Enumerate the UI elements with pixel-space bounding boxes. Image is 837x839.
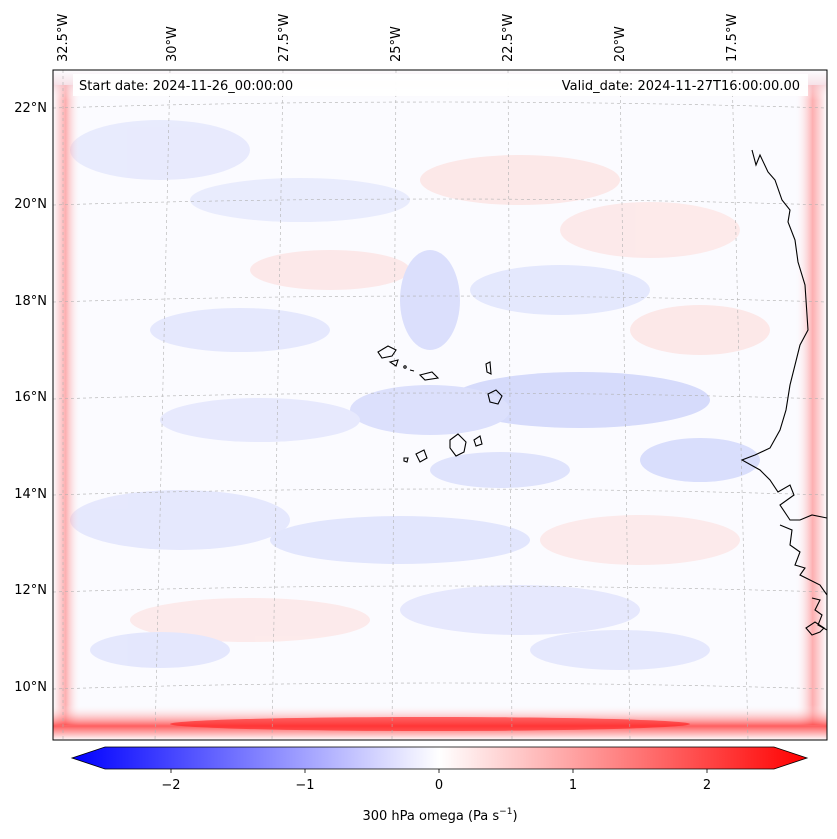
colorbar-tick-label: 2	[703, 778, 711, 793]
lon-label: 25°W	[389, 26, 404, 62]
gridlines	[53, 70, 827, 740]
colorbar-ticks	[170, 769, 708, 773]
lon-label: 30°W	[165, 26, 180, 62]
lat-label: 14°N	[14, 487, 47, 502]
colorbar-tick-label: −1	[295, 778, 314, 793]
west-africa-coast	[740, 149, 827, 521]
colorbar-label: 300 hPa omega (Pa s−1)	[362, 807, 517, 824]
cape-verde-islands	[377, 345, 503, 463]
map-frame	[52, 69, 828, 741]
map-panel	[53, 70, 827, 740]
longitude-labels: 32.5°W 30°W 27.5°W 25°W 22.5°W 20°W 17.5…	[56, 14, 740, 62]
lat-label: 20°N	[14, 197, 47, 212]
lon-label: 27.5°W	[277, 14, 292, 62]
lon-label: 32.5°W	[56, 14, 71, 62]
colorbar-tick-label: 0	[435, 778, 443, 793]
lat-label: 12°N	[14, 583, 47, 598]
colorbar: −2 −1 0 1 2 300 hPa omega (Pa s−1)	[70, 746, 809, 824]
start-date-label: Start date: 2024-11-26_00:00:00	[79, 79, 293, 94]
lat-label: 10°N	[14, 680, 47, 695]
colorbar-tick-label: 1	[569, 778, 577, 793]
lat-label: 18°N	[14, 294, 47, 309]
omega-field	[70, 120, 770, 670]
edge-left	[53, 85, 81, 725]
coastlines	[740, 149, 827, 636]
latitude-labels: 22°N 20°N 18°N 16°N 14°N 12°N 10°N	[14, 101, 47, 695]
valid-date-label: Valid_date: 2024-11-27T16:00:00.00	[562, 79, 800, 94]
edge-right	[795, 85, 827, 725]
lon-label: 17.5°W	[725, 14, 740, 62]
lon-label: 22.5°W	[501, 14, 516, 62]
lat-label: 22°N	[14, 101, 47, 116]
colorbar-tick-label: −2	[161, 778, 180, 793]
lat-label: 16°N	[14, 390, 47, 405]
lon-label: 20°W	[613, 26, 628, 62]
